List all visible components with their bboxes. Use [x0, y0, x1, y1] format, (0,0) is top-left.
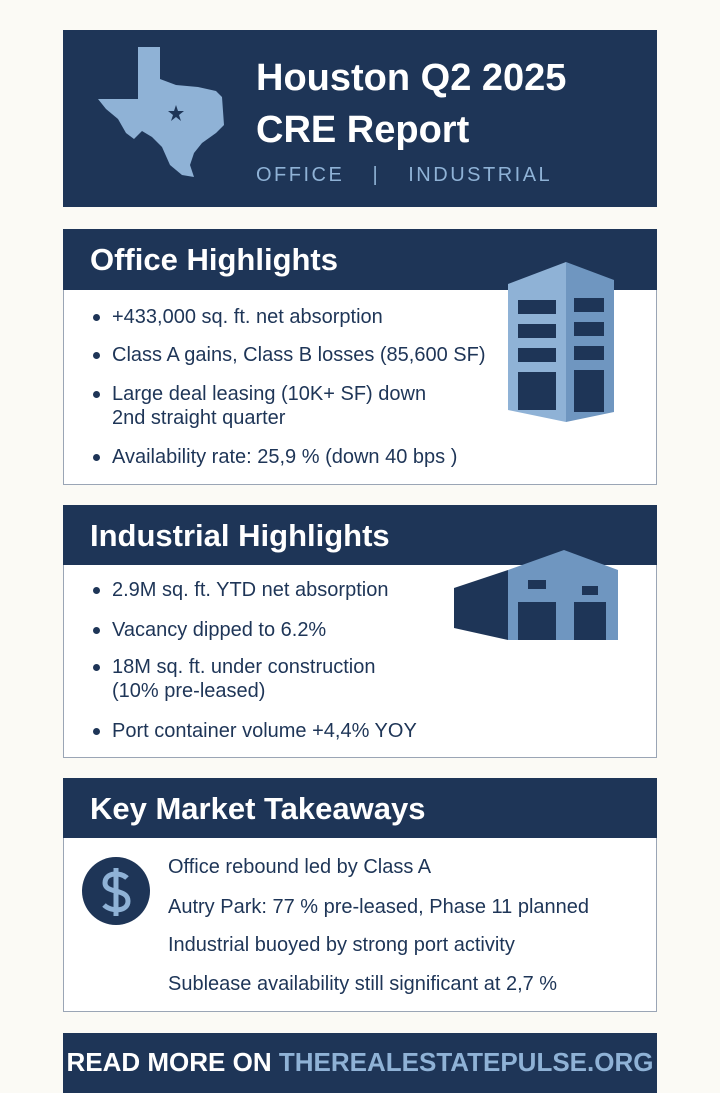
list-item: 2.9M sq. ft. YTD net absorption [92, 578, 389, 602]
section-heading: Office Highlights [90, 242, 338, 277]
section-body: 2.9M sq. ft. YTD net absorption Vacancy d… [63, 550, 657, 758]
list-item: 18M sq. ft. under construction (10% pre-l… [92, 655, 376, 703]
item-text: 2nd straight quarter [112, 407, 286, 429]
title-line: Houston Q2 2025 [256, 57, 567, 99]
texas-icon [98, 47, 224, 177]
list-item: Sublease availability still significant … [168, 972, 557, 996]
section-body: Office rebound led by Class A Autry Park:… [63, 838, 657, 1012]
item-text: (10% pre-leased) [112, 680, 266, 702]
list-item: Class A gains, Class B losses (85,600 SF… [93, 343, 486, 367]
footer: READ MORE ON THEREALESTATEPULSE.ORG [63, 1033, 657, 1093]
item-text: +433,000 sq. ft. net absorption [112, 306, 383, 328]
dollar-icon [82, 857, 150, 925]
header: Houston Q2 2025 CRE Report OFFICE | INDU… [63, 30, 657, 207]
item-text: Autry Park: 77 % pre-leased, Phase 11 pl… [168, 896, 589, 918]
item-text: Office rebound led by Class A [168, 856, 432, 878]
item-text: Availability rate: 25,9 % (down 40 bps ) [112, 446, 458, 468]
section-body: +433,000 sq. ft. net absorption Class A g… [63, 262, 657, 485]
footer-lead: READ MORE ON [66, 1047, 272, 1077]
subtitle: OFFICE | INDUSTRIAL [256, 164, 553, 186]
list-item: Industrial buoyed by strong port activit… [168, 933, 515, 957]
item-text: Sublease availability still significant … [168, 973, 558, 995]
item-text: Industrial buoyed by strong port activit… [168, 934, 515, 956]
footer-text: READ MORE ON THEREALESTATEPULSE.ORG [63, 1047, 657, 1078]
item-text: 18M sq. ft. under construction [112, 656, 376, 678]
list-item: +433,000 sq. ft. net absorption [93, 305, 383, 329]
warehouse-icon [454, 550, 618, 640]
list-item: Vacancy dipped to 6.2% [92, 618, 327, 642]
section-heading: Key Market Takeaways [90, 791, 426, 826]
title-line: CRE Report [256, 109, 470, 151]
item-text: Large deal leasing (10K+ SF) down [112, 383, 427, 405]
building-icon [508, 262, 614, 422]
list-item: Port container volume +4,4% YOY [93, 719, 417, 743]
title: Houston Q2 2025 CRE Report [256, 52, 566, 156]
item-text: Class A gains, Class B losses (85,600 SF… [112, 344, 486, 366]
item-text: Vacancy dipped to 6.2% [112, 619, 327, 641]
list-item: Office rebound led by Class A [168, 855, 431, 879]
item-text: Port container volume +4,4% YOY [112, 720, 417, 742]
section-header: Key Market Takeaways [63, 778, 657, 838]
section-heading: Industrial Highlights [90, 518, 390, 553]
list-item: Large deal leasing (10K+ SF) down 2nd str… [92, 382, 427, 430]
list-item: Availability rate: 25,9 % (down 40 bps ) [92, 445, 458, 469]
list-item: Autry Park: 77 % pre-leased, Phase 11 pl… [168, 895, 589, 919]
item-text: 2.9M sq. ft. YTD net absorption [112, 579, 389, 601]
footer-link[interactable]: THEREALESTATEPULSE.ORG [278, 1047, 654, 1077]
